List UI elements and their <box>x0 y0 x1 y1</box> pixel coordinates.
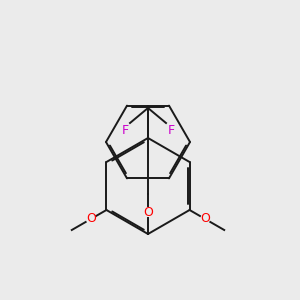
Text: O: O <box>143 206 153 218</box>
Text: F: F <box>167 124 175 137</box>
Text: O: O <box>86 212 96 226</box>
Text: F: F <box>122 124 129 137</box>
Text: O: O <box>200 212 210 226</box>
